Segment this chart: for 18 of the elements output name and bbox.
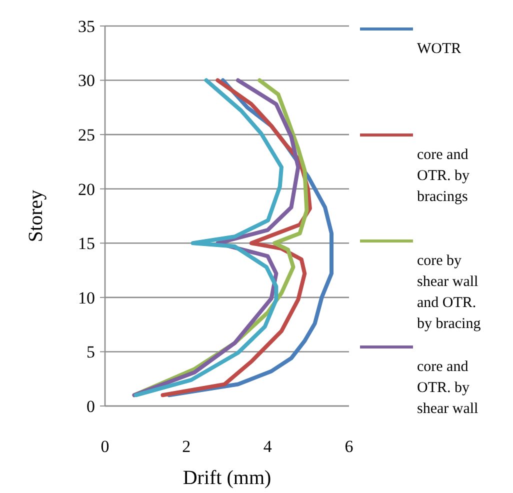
- y-tick-label: 30: [78, 71, 95, 90]
- y-tick-label: 35: [78, 16, 95, 36]
- x-tick-label: 6: [344, 437, 354, 456]
- text: WOTR: [417, 41, 462, 57]
- x-tick-label: 4: [263, 437, 272, 456]
- text: core and OTR. by bracings: [417, 147, 470, 205]
- x-axis-title: Drift (mm): [182, 467, 272, 489]
- y-tick-label: 10: [78, 288, 95, 308]
- y-tick-label: 15: [78, 234, 95, 254]
- x-tick-label: 2: [182, 437, 191, 456]
- y-axis-title: Storey: [25, 190, 47, 242]
- text: core by shear wall and OTR. by bracing: [417, 253, 482, 332]
- text: core and OTR. by shear wall: [417, 359, 478, 417]
- y-tick-label: 5: [86, 342, 95, 362]
- x-tick-label: 0: [100, 437, 110, 456]
- y-tick-label: 20: [78, 180, 95, 199]
- y-tick-label: 25: [78, 126, 95, 145]
- y-tick-label: 0: [86, 396, 95, 416]
